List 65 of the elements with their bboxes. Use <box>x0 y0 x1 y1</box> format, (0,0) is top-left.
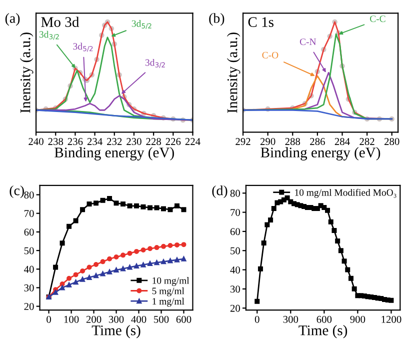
chart-title: (d) <box>212 185 228 198</box>
y-tick-label: 60 <box>230 228 240 236</box>
y-tick-label: 70 <box>230 208 240 216</box>
x-axis-title: Time (s) <box>92 325 140 338</box>
chart-subtitle: C 1s <box>248 17 274 27</box>
x-tick-label: 230 <box>126 138 142 146</box>
x-tick-label: 224 <box>185 138 200 145</box>
x-tick-label: 900 <box>350 316 366 323</box>
legend-label: 1 mg/ml <box>152 298 184 307</box>
x-axis-title: Time (s) <box>298 325 348 338</box>
y-tick-label: 80 <box>230 190 240 197</box>
x-tick-label: 0 <box>46 316 52 323</box>
x-tick-label: 286 <box>310 138 325 146</box>
annotation: C-C <box>370 16 386 22</box>
annotation: 3d$_{3/2}$ <box>145 58 165 68</box>
y-tick-label: 80 <box>24 191 34 198</box>
y-tick-label: 60 <box>24 228 34 236</box>
y-tick-label: 50 <box>230 247 240 254</box>
y-axis-title: Inensity (a.u.) <box>226 32 240 113</box>
x-tick-label: 280 <box>384 138 400 146</box>
x-tick-label: 240 <box>28 138 44 146</box>
y-tick-label: 70 <box>24 210 34 218</box>
x-tick-label: 400 <box>131 316 146 323</box>
chart-title: (b) <box>209 13 224 26</box>
annotation: 3d$_{5/2}$ <box>132 20 152 29</box>
x-tick-label: 100 <box>64 316 79 323</box>
y-axis-title: Inensity (a.u.) <box>20 32 34 113</box>
x-axis-title: Binding energy (eV) <box>260 147 380 160</box>
x-tick-label: 300 <box>283 316 298 323</box>
y-tick-label: 30 <box>230 286 240 293</box>
annotation: C-N <box>300 38 316 46</box>
x-tick-label: 282 <box>360 138 374 146</box>
chart-title: (c) <box>10 185 24 198</box>
legend-label: 5 mg/ml <box>152 287 184 296</box>
x-tick-label: 600 <box>316 316 332 323</box>
y-tick-label: 30 <box>24 284 34 292</box>
x-tick-label: 232 <box>107 138 122 146</box>
x-tick-label: 600 <box>176 316 192 323</box>
x-tick-label: 226 <box>166 138 181 146</box>
legend-label: 10 mg/ml <box>152 277 190 286</box>
x-tick-label: 236 <box>68 138 83 146</box>
x-tick-label: 0 <box>254 316 260 323</box>
x-tick-label: 284 <box>334 138 350 146</box>
chart-subtitle: Mo 3d <box>41 16 80 27</box>
annotation: 3d$_{3/2}$ <box>39 30 59 40</box>
x-tick-label: 290 <box>260 138 276 146</box>
annotation: C-O <box>262 52 278 58</box>
annotation: 3d$_{5/2}$ <box>73 42 93 52</box>
chart-title: (a) <box>5 13 20 26</box>
x-tick-label: 300 <box>108 316 124 323</box>
y-tick-label: 40 <box>230 266 240 274</box>
x-tick-label: 1200 <box>382 316 402 323</box>
x-tick-label: 292 <box>236 138 250 146</box>
x-tick-label: 288 <box>285 138 300 146</box>
y-tick-label: 40 <box>24 266 34 273</box>
x-tick-label: 500 <box>154 316 169 323</box>
x-axis-title: Binding energy (eV) <box>54 147 174 160</box>
y-tick-label: 20 <box>230 304 240 312</box>
x-tick-label: 234 <box>87 138 102 146</box>
y-tick-label: 50 <box>24 247 34 254</box>
x-tick-label: 228 <box>146 138 161 146</box>
y-tick-label: 20 <box>24 302 34 310</box>
x-tick-label: 200 <box>86 316 102 323</box>
x-tick-label: 238 <box>48 138 64 146</box>
legend-label: 10 mg/ml Modified MoO₃ <box>295 188 396 198</box>
